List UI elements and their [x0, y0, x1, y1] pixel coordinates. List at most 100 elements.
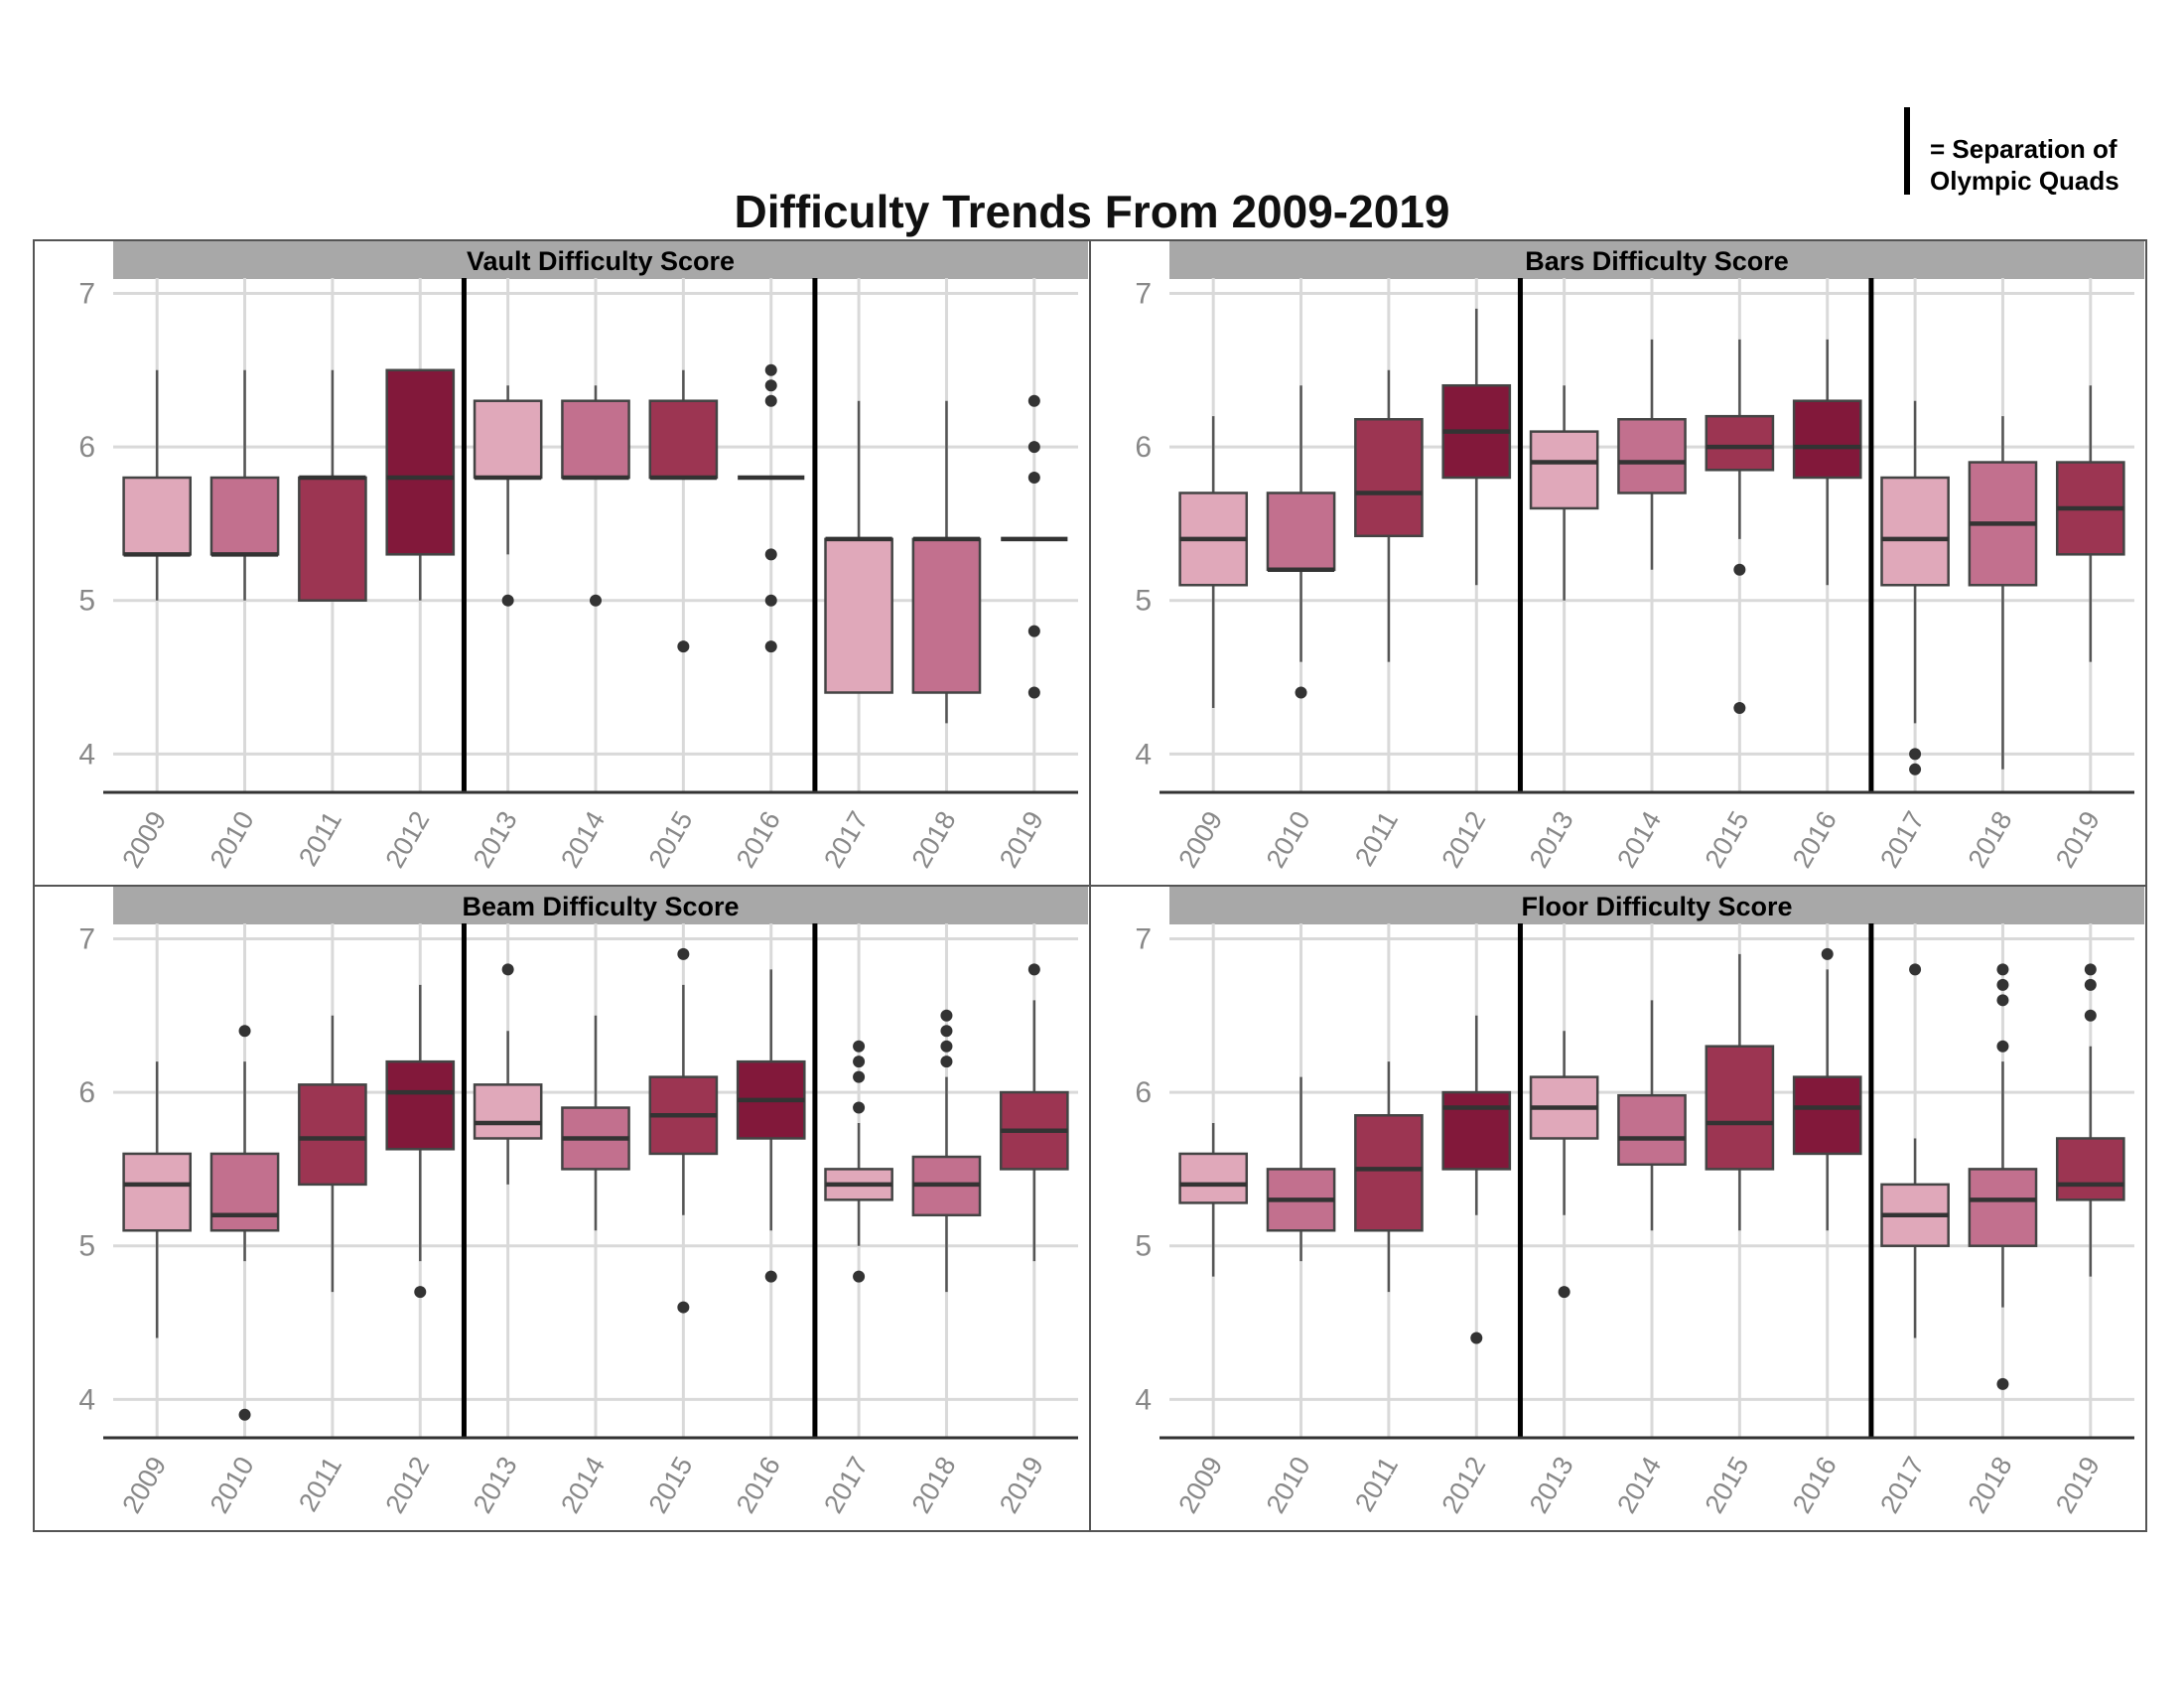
iqr-box — [1178, 1152, 1249, 1204]
outlier-point — [238, 1025, 251, 1038]
iqr-box — [473, 1083, 543, 1140]
box-2014 — [1617, 339, 1687, 570]
outlier-point — [238, 1408, 251, 1421]
iqr-box — [1792, 1075, 1862, 1156]
box-2014 — [1617, 1000, 1687, 1231]
outlier-point — [1027, 394, 1040, 407]
outlier-point — [1996, 963, 2009, 976]
iqr-box — [473, 399, 543, 480]
iqr-box — [298, 476, 367, 602]
legend-label: = Separation of Olympic Quads — [1930, 134, 2119, 196]
outlier-point — [764, 594, 777, 607]
outlier-point — [2084, 1009, 2097, 1022]
y-tick-label: 6 — [78, 431, 95, 464]
outlier-point — [764, 394, 777, 407]
outlier-point — [1027, 441, 1040, 454]
panel-title: Vault Difficulty Score — [467, 246, 735, 276]
outlier-point — [677, 947, 690, 960]
outlier-point — [677, 1301, 690, 1314]
box-2015 — [1705, 339, 1775, 714]
outlier-point — [501, 963, 514, 976]
y-tick-label: 7 — [78, 277, 95, 310]
outlier-point — [1909, 748, 1922, 761]
box-2019 — [1001, 394, 1068, 699]
outlier-point — [940, 1055, 953, 1068]
iqr-box — [1792, 399, 1862, 480]
outlier-point — [764, 640, 777, 653]
box-2017 — [1880, 963, 1950, 1338]
outlier-point — [853, 1101, 866, 1114]
outlier-point — [1996, 1040, 2009, 1053]
box-2010 — [209, 369, 280, 601]
box-2014 — [561, 1015, 630, 1231]
outlier-point — [1027, 963, 1040, 976]
iqr-box — [1266, 492, 1336, 572]
y-tick-label: 5 — [1135, 585, 1152, 618]
iqr-box — [824, 537, 893, 694]
outlier-point — [853, 1055, 866, 1068]
outlier-point — [764, 548, 777, 561]
outlier-point — [1027, 686, 1040, 699]
y-tick-label: 6 — [78, 1076, 95, 1109]
iqr-box — [648, 399, 719, 480]
outlier-point — [2084, 963, 2097, 976]
panel-strip — [1169, 887, 2144, 924]
y-tick-label: 5 — [1135, 1230, 1152, 1263]
iqr-box — [298, 1083, 367, 1187]
legend-separator-line — [1904, 107, 1910, 195]
iqr-box — [1354, 418, 1424, 538]
iqr-box — [122, 1152, 193, 1232]
box-2010 — [1266, 1076, 1336, 1262]
box-2016 — [738, 363, 805, 653]
iqr-box — [911, 537, 982, 694]
iqr-box — [1354, 1114, 1424, 1232]
box-2016 — [1792, 339, 1862, 586]
y-tick-label: 5 — [78, 585, 95, 618]
iqr-box — [1617, 1093, 1687, 1167]
iqr-box — [385, 1059, 456, 1151]
iqr-box — [1529, 430, 1599, 510]
panel-strip — [1169, 241, 2144, 279]
y-tick-label: 4 — [1135, 1383, 1152, 1416]
box-2018 — [911, 1009, 982, 1293]
box-2013 — [1529, 385, 1599, 601]
outlier-point — [1996, 994, 2009, 1007]
box-2014 — [561, 385, 630, 607]
box-2009 — [122, 1061, 193, 1338]
iqr-box — [1705, 414, 1775, 472]
box-2010 — [209, 1025, 280, 1421]
box-2015 — [648, 947, 719, 1314]
outlier-point — [414, 1286, 427, 1299]
outlier-point — [1996, 978, 2009, 991]
outlier-point — [1733, 563, 1746, 576]
outlier-point — [2084, 978, 2097, 991]
chart-title: Difficulty Trends From 2009-2019 — [734, 186, 1450, 237]
iqr-box — [1441, 1090, 1512, 1171]
iqr-box — [209, 1152, 280, 1232]
box-2011 — [1354, 1061, 1424, 1293]
box-2009 — [122, 369, 193, 601]
iqr-box — [1880, 476, 1950, 587]
box-2018 — [911, 400, 982, 724]
box-2017 — [824, 1040, 893, 1283]
outlier-point — [940, 1025, 953, 1038]
box-2012 — [385, 368, 456, 601]
y-tick-label: 4 — [78, 738, 95, 771]
outlier-point — [1821, 947, 1834, 960]
box-2013 — [1529, 1031, 1599, 1299]
box-2017 — [1880, 400, 1950, 775]
iqr-box — [1617, 418, 1687, 494]
outlier-point — [853, 1040, 866, 1053]
iqr-box — [385, 368, 456, 556]
box-2019 — [2055, 385, 2125, 662]
iqr-box — [2055, 1137, 2125, 1201]
panel-strip — [113, 887, 1088, 924]
box-2015 — [648, 369, 719, 653]
iqr-box — [209, 476, 280, 556]
outlier-point — [1027, 472, 1040, 485]
outlier-point — [853, 1270, 866, 1283]
iqr-box — [1705, 1045, 1775, 1171]
box-2009 — [1178, 416, 1249, 708]
